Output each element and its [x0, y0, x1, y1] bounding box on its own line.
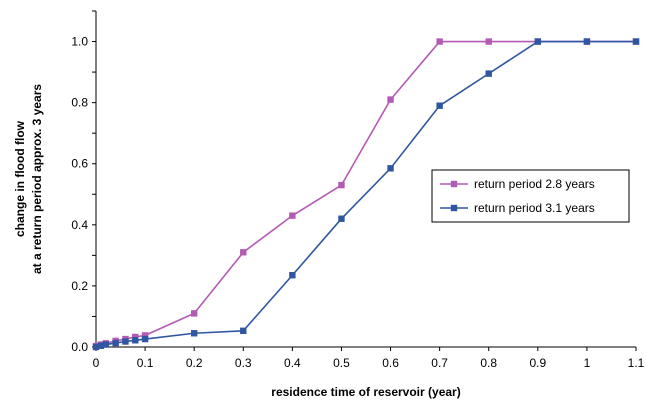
legend-label-series-2: return period 3.1 years	[474, 201, 595, 215]
series-2-point	[436, 102, 443, 109]
legend-label-series-1: return period 2.8 years	[474, 177, 595, 191]
y-ticks: 0.0 0.2 0.4 0.6 0.8 1.0	[71, 10, 96, 354]
x-tick-label: 0	[93, 356, 100, 370]
x-tick-label: 0.4	[284, 356, 301, 370]
x-tick-label: 0.1	[137, 356, 154, 370]
series-2-point	[289, 272, 296, 279]
x-ticks: 0 0.1 0.2 0.3 0.4 0.5 0.6 0.7 0.8 0.9 1 1.1	[93, 347, 645, 370]
series-1-point	[387, 96, 394, 103]
series-2-point	[141, 335, 149, 343]
y-tick-label: 0.8	[71, 96, 88, 110]
series-2-point	[122, 338, 129, 345]
series-2-point	[112, 339, 119, 347]
series-2-point	[190, 330, 198, 337]
series-2-point	[485, 70, 492, 77]
series-2-point	[102, 341, 110, 348]
series-1-point	[485, 38, 492, 45]
series-2-point	[534, 38, 542, 45]
series-1-point	[289, 212, 296, 219]
series-1-point	[240, 249, 247, 256]
y-tick-label: 1.0	[71, 35, 88, 49]
series-1-point	[436, 38, 443, 45]
series-2-point	[583, 38, 591, 45]
y-tick-label: 0.4	[71, 218, 88, 232]
y-tick-label: 0.2	[71, 279, 88, 293]
legend: return period 2.8 years return period 3.…	[431, 169, 630, 223]
x-tick-label: 0.2	[186, 356, 203, 370]
x-tick-label: 0.7	[431, 356, 448, 370]
y-axis-title-line-1: change in flood flow	[13, 120, 27, 237]
series-2-point	[97, 342, 105, 349]
series-1-point	[132, 333, 139, 341]
x-tick-label: 0.5	[333, 356, 350, 370]
series-1-point	[141, 332, 149, 339]
x-tick-label: 0.9	[529, 356, 546, 370]
x-tick-label: 0.8	[480, 356, 497, 370]
series-1-point	[338, 181, 345, 189]
legend-marker-series-2	[450, 204, 458, 212]
series-1-point	[190, 310, 198, 317]
series-2-point	[240, 327, 247, 335]
axes	[95, 11, 636, 348]
series-layer	[92, 38, 640, 351]
x-axis-title: residence time of reservoir (year)	[271, 385, 460, 399]
series-2-point	[338, 215, 345, 222]
y-axis-title-line-2: at a return period approx. 3 years	[30, 84, 44, 274]
x-tick-label: 1	[584, 356, 591, 370]
series-2-point	[92, 343, 100, 351]
y-tick-label: 0.6	[71, 157, 88, 171]
legend-marker-series-1	[450, 180, 458, 188]
y-tick-label: 0.0	[71, 340, 88, 354]
series-2-point	[132, 337, 139, 344]
x-tick-label: 0.6	[382, 356, 399, 370]
legend-box	[431, 169, 630, 223]
series-2-point	[632, 38, 640, 45]
x-tick-label: 1.1	[628, 356, 645, 370]
x-tick-label: 0.3	[235, 356, 252, 370]
series-2-point	[387, 165, 394, 172]
